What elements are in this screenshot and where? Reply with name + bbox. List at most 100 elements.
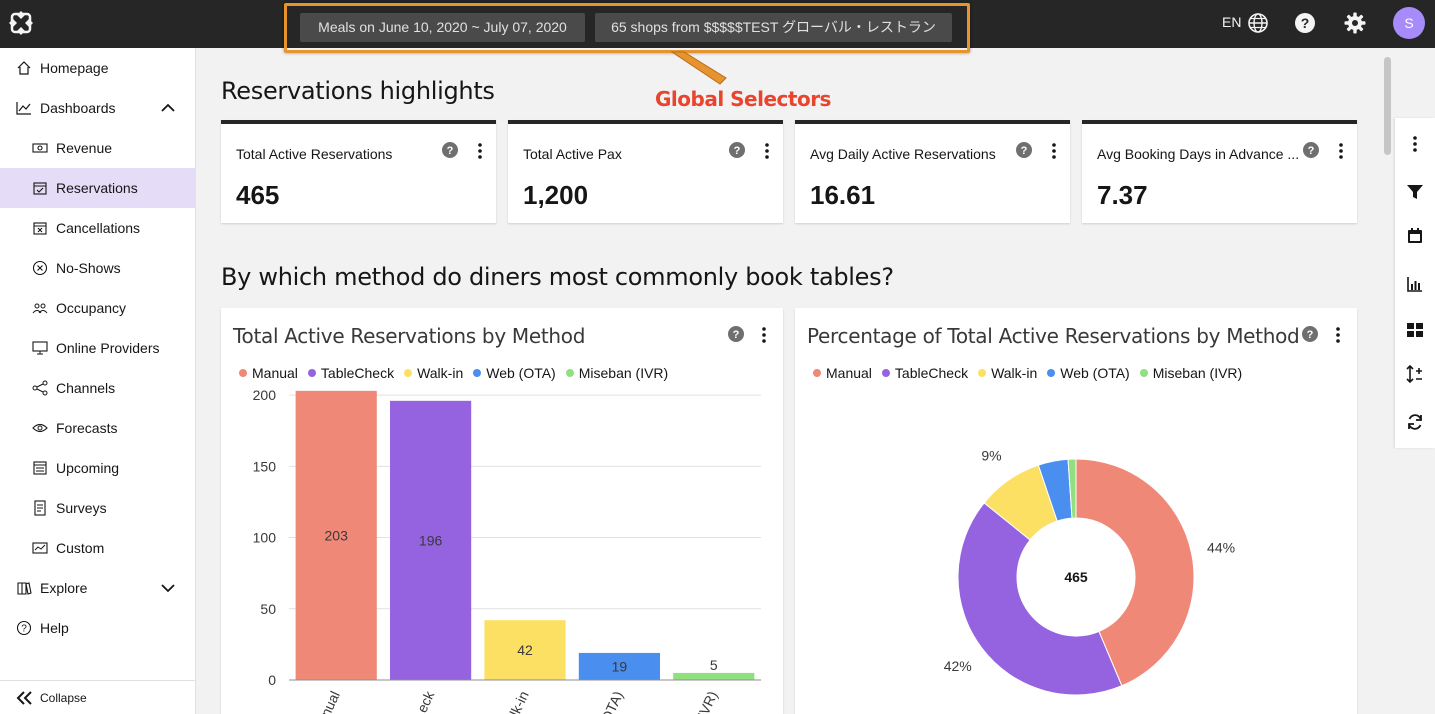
legend-item[interactable]: Web (OTA) bbox=[473, 365, 556, 381]
legend-item[interactable]: Manual bbox=[239, 365, 298, 381]
help-icon[interactable]: ? bbox=[728, 326, 744, 342]
sidebar: Homepage Dashboards Revenue Reservations… bbox=[0, 48, 196, 714]
sidebar-item-revenue[interactable]: Revenue bbox=[0, 128, 196, 168]
kebab-menu-icon[interactable] bbox=[478, 143, 482, 159]
donut-chart-panel: Percentage of Total Active Reservations … bbox=[795, 308, 1357, 714]
people-icon bbox=[32, 303, 48, 314]
kebab-menu-icon[interactable] bbox=[1405, 134, 1425, 154]
legend-item[interactable]: Walk-in bbox=[404, 365, 463, 381]
scrollbar-thumb[interactable] bbox=[1384, 57, 1391, 155]
sidebar-item-forecasts[interactable]: Forecasts bbox=[0, 408, 196, 448]
legend-swatch bbox=[978, 369, 987, 377]
kpi-label: Avg Booking Days in Advance ... bbox=[1097, 146, 1300, 162]
sidebar-item-channels[interactable]: Channels bbox=[0, 368, 196, 408]
legend-item[interactable]: Web (OTA) bbox=[1047, 365, 1130, 381]
y-tick-label: 0 bbox=[268, 672, 276, 688]
sidebar-item-help[interactable]: ? Help bbox=[0, 608, 196, 648]
avatar[interactable]: S bbox=[1393, 7, 1425, 39]
calendar-icon[interactable] bbox=[1405, 226, 1425, 246]
sidebar-item-reservations[interactable]: Reservations bbox=[0, 168, 196, 208]
legend-item[interactable]: TableCheck bbox=[307, 365, 394, 381]
language-label[interactable]: EN bbox=[1222, 14, 1242, 30]
chevron-down-icon[interactable] bbox=[160, 580, 176, 596]
grid-layout-icon[interactable] bbox=[1405, 320, 1425, 340]
legend-item[interactable]: Miseban (IVR) bbox=[1139, 365, 1242, 381]
sidebar-item-cancellations[interactable]: Cancellations bbox=[0, 208, 196, 248]
svg-text:?: ? bbox=[733, 329, 740, 341]
question-title: By which method do diners most commonly … bbox=[221, 263, 894, 291]
x-tick-label: IVR) bbox=[694, 689, 720, 714]
collapse-button[interactable]: Collapse bbox=[0, 680, 196, 714]
filter-icon[interactable] bbox=[1405, 182, 1425, 202]
sidebar-item-occupancy[interactable]: Occupancy bbox=[0, 288, 196, 328]
y-tick-label: 100 bbox=[253, 530, 277, 546]
kebab-menu-icon[interactable] bbox=[1339, 143, 1343, 159]
date-range-selector[interactable]: Meals on June 10, 2020 ~ July 07, 2020 bbox=[300, 13, 585, 42]
sidebar-item-label: Explore bbox=[40, 580, 88, 596]
legend-item[interactable]: Walk-in bbox=[978, 365, 1037, 381]
collapse-label: Collapse bbox=[40, 690, 87, 705]
sidebar-item-explore[interactable]: Explore bbox=[0, 568, 196, 608]
legend-label: Web (OTA) bbox=[1060, 365, 1130, 381]
help-icon[interactable]: ? bbox=[1016, 142, 1032, 158]
sidebar-item-homepage[interactable]: Homepage bbox=[0, 48, 196, 88]
circle-x-icon bbox=[32, 260, 48, 276]
legend-label: Manual bbox=[826, 365, 872, 381]
bar-data-label: 19 bbox=[612, 658, 628, 674]
sidebar-item-custom[interactable]: Custom bbox=[0, 528, 196, 568]
kebab-menu-icon[interactable] bbox=[765, 143, 769, 159]
legend-swatch bbox=[239, 369, 247, 377]
chevron-up-icon[interactable] bbox=[160, 100, 176, 116]
sidebar-item-upcoming[interactable]: Upcoming bbox=[0, 448, 196, 488]
donut-center-label: 465 bbox=[1064, 569, 1088, 585]
bar-chart-icon[interactable] bbox=[1405, 274, 1425, 294]
y-tick-label: 200 bbox=[253, 387, 277, 403]
globe-icon[interactable] bbox=[1247, 12, 1269, 34]
highlights-title: Reservations highlights bbox=[221, 77, 495, 105]
x-tick-label: lk-in bbox=[506, 689, 531, 714]
sidebar-item-label: Help bbox=[40, 620, 69, 636]
help-icon[interactable]: ? bbox=[1302, 326, 1318, 342]
legend-label: Walk-in bbox=[991, 365, 1038, 381]
bar-chart-panel: Total Active Reservations by Method ? Ma… bbox=[221, 308, 783, 714]
sidebar-item-dashboards[interactable]: Dashboards bbox=[0, 88, 196, 128]
refresh-icon[interactable] bbox=[1405, 412, 1425, 432]
logo-icon[interactable] bbox=[8, 10, 34, 36]
custom-dashboard-icon bbox=[32, 542, 48, 554]
kebab-menu-icon[interactable] bbox=[1052, 143, 1056, 159]
slice-label: 42% bbox=[944, 658, 972, 674]
slice-label: 44% bbox=[1207, 540, 1235, 556]
sidebar-item-surveys[interactable]: Surveys bbox=[0, 488, 196, 528]
sidebar-item-no-shows[interactable]: No-Shows bbox=[0, 248, 196, 288]
bar-data-label: 196 bbox=[419, 532, 443, 548]
svg-text:?: ? bbox=[447, 145, 454, 157]
shop-selector[interactable]: 65 shops from $$$$$TEST グローバル・レストラン bbox=[595, 13, 952, 42]
legend-item[interactable]: TableCheck bbox=[881, 365, 968, 381]
chart-legend: Manual TableCheck Walk-in Web (OTA) Miseban … bbox=[813, 365, 1252, 381]
y-tick-label: 50 bbox=[260, 601, 276, 617]
help-icon[interactable]: ? bbox=[1294, 12, 1316, 34]
sidebar-item-label: Custom bbox=[56, 540, 105, 556]
scrollbar-track[interactable] bbox=[1381, 48, 1395, 714]
bar bbox=[295, 390, 377, 680]
kebab-menu-icon[interactable] bbox=[1336, 327, 1340, 343]
sidebar-item-online-providers[interactable]: Online Providers bbox=[0, 328, 196, 368]
svg-text:?: ? bbox=[1308, 145, 1315, 157]
help-icon[interactable]: ? bbox=[442, 142, 458, 158]
svg-text:?: ? bbox=[734, 145, 741, 157]
legend-label: Walk-in bbox=[417, 365, 464, 381]
help-icon[interactable]: ? bbox=[1303, 142, 1319, 158]
donut-slice bbox=[1075, 458, 1195, 687]
legend-item[interactable]: Miseban (IVR) bbox=[565, 365, 668, 381]
legend-item[interactable]: Manual bbox=[813, 365, 872, 381]
help-icon[interactable]: ? bbox=[729, 142, 745, 158]
kpi-label: Avg Daily Active Reservations bbox=[810, 146, 996, 162]
bar-data-label: 42 bbox=[517, 642, 533, 658]
svg-text:?: ? bbox=[1307, 329, 1314, 341]
gear-icon[interactable] bbox=[1344, 12, 1366, 34]
slice-label: 9% bbox=[981, 448, 1001, 464]
legend-label: Manual bbox=[252, 365, 298, 381]
kebab-menu-icon[interactable] bbox=[762, 327, 766, 343]
row-height-icon[interactable] bbox=[1405, 364, 1425, 384]
help-circle-icon: ? bbox=[16, 620, 32, 636]
